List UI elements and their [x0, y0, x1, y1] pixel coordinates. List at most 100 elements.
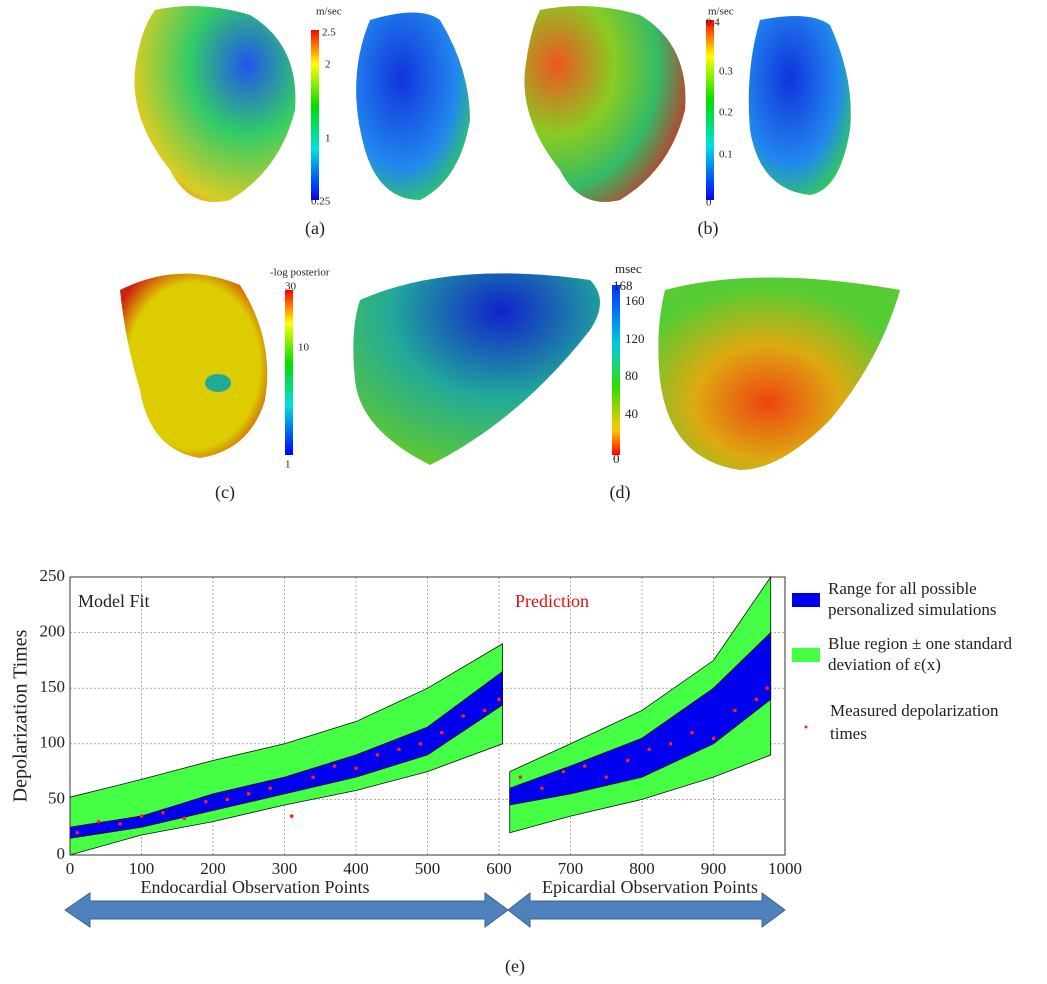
- colorbar: [706, 20, 714, 200]
- measured-point: [765, 686, 769, 690]
- x-tick-label: 700: [558, 859, 584, 878]
- measured-point: [497, 697, 501, 702]
- unit: m/sec: [316, 6, 342, 18]
- tick: 160: [625, 293, 645, 308]
- measured-point: [668, 742, 673, 746]
- measured-point: [289, 814, 294, 818]
- x-tick-label: 900: [701, 859, 727, 878]
- caption: (b): [698, 218, 719, 239]
- x-tick-label: 0: [66, 859, 75, 878]
- chart: 0 50 100 150 200 250 0 100 200 300 400 500 600 700 800…: [10, 566, 1013, 897]
- band: [69, 670, 503, 839]
- tick: 2.5: [322, 27, 336, 39]
- measured-point: [482, 708, 487, 713]
- measured-point: [75, 830, 79, 835]
- tick: 40: [625, 406, 638, 421]
- measured-point: [268, 786, 273, 791]
- heart: [134, 6, 296, 202]
- arrow: [64, 892, 509, 928]
- arrows: [64, 891, 786, 929]
- caption: (a): [305, 218, 325, 239]
- measured-point: [733, 708, 737, 713]
- heart: [120, 273, 268, 458]
- measured-point: [754, 697, 759, 702]
- caption: (e): [505, 956, 525, 977]
- tick: 0.25: [311, 196, 331, 208]
- measured-point: [625, 758, 630, 763]
- legend-label: Measured depolarization times: [830, 701, 999, 743]
- tick: 120: [625, 331, 645, 346]
- tick: 0: [706, 197, 712, 209]
- annotation: Model Fit: [78, 591, 150, 611]
- colorbar: [311, 30, 319, 200]
- measured-point: [711, 736, 716, 741]
- measured-point: [204, 799, 208, 804]
- measured-point: [397, 747, 401, 752]
- measured-point: [375, 753, 380, 757]
- legend-swatch: [792, 593, 820, 607]
- heart: [524, 6, 686, 202]
- x-tick-label: 400: [343, 859, 369, 878]
- y-tick-label: 0: [57, 844, 66, 863]
- x-tick-label: 1000: [768, 859, 802, 878]
- y-tick-label: 50: [48, 788, 65, 807]
- tick: 0.2: [719, 107, 733, 119]
- colorbar: [612, 285, 620, 455]
- measured-point: [354, 766, 358, 771]
- measured-point: [540, 786, 544, 791]
- measured-point: [518, 775, 523, 779]
- legend-swatch: [792, 648, 820, 662]
- measured-point: [690, 730, 694, 735]
- tick: 0.1: [719, 149, 733, 161]
- heart: [658, 277, 900, 470]
- segment-label: Endocardial Observation Points: [141, 877, 370, 897]
- tick: 0.4: [706, 17, 720, 29]
- tick: 1: [325, 133, 331, 145]
- tick: 2: [325, 59, 331, 71]
- x-tick-label: 200: [200, 859, 226, 878]
- x-tick-label: 300: [272, 859, 298, 878]
- plot-frame: [69, 576, 786, 856]
- segment-label: Epicardial Observation Points: [542, 877, 758, 897]
- colorbar: [285, 290, 293, 455]
- legend-label: Range for all possible personalized simul…: [828, 579, 997, 619]
- measured-point: [161, 810, 165, 815]
- unit: msec: [615, 261, 642, 276]
- tick: 10: [298, 342, 310, 354]
- x-tick-label: 800: [629, 859, 655, 878]
- annotation: Prediction: [515, 591, 589, 611]
- tick: 0: [613, 451, 620, 466]
- measured-point: [139, 814, 144, 818]
- y-tick-label: 150: [40, 677, 66, 696]
- tick: 30: [285, 281, 297, 293]
- band: [509, 631, 772, 806]
- legend-label: Blue region ± one standard deviation of ε…: [828, 634, 1013, 674]
- measured-point: [647, 747, 651, 752]
- x-tick-label: 600: [486, 859, 512, 878]
- measured-point: [118, 822, 122, 826]
- x-tick-label: 100: [129, 859, 155, 878]
- measured-point: [561, 769, 566, 774]
- unit: m/sec: [708, 6, 734, 18]
- x-tick-label: 500: [415, 859, 441, 878]
- heart: [353, 273, 600, 465]
- tick: 0.3: [719, 66, 733, 78]
- tick: 80: [625, 368, 638, 383]
- tick: 168: [613, 278, 633, 293]
- legend-swatch: [804, 725, 808, 729]
- y-tick-label: 250: [40, 566, 66, 585]
- measured-point: [96, 819, 101, 824]
- y-tick-label: 100: [40, 733, 66, 752]
- measured-point: [332, 764, 337, 768]
- band: [69, 643, 503, 856]
- colorbars: m/sec 2.5 2 1 0.25 m/sec 0.4 0.3 0.2 0.1…: [270, 6, 734, 471]
- tick: 1: [285, 459, 291, 471]
- arrow: [507, 891, 786, 929]
- unit: -log posterior: [270, 267, 330, 279]
- measured-point: [604, 775, 609, 779]
- measured-point: [440, 730, 444, 735]
- measured-point: [246, 792, 251, 796]
- measured-point: [225, 797, 230, 802]
